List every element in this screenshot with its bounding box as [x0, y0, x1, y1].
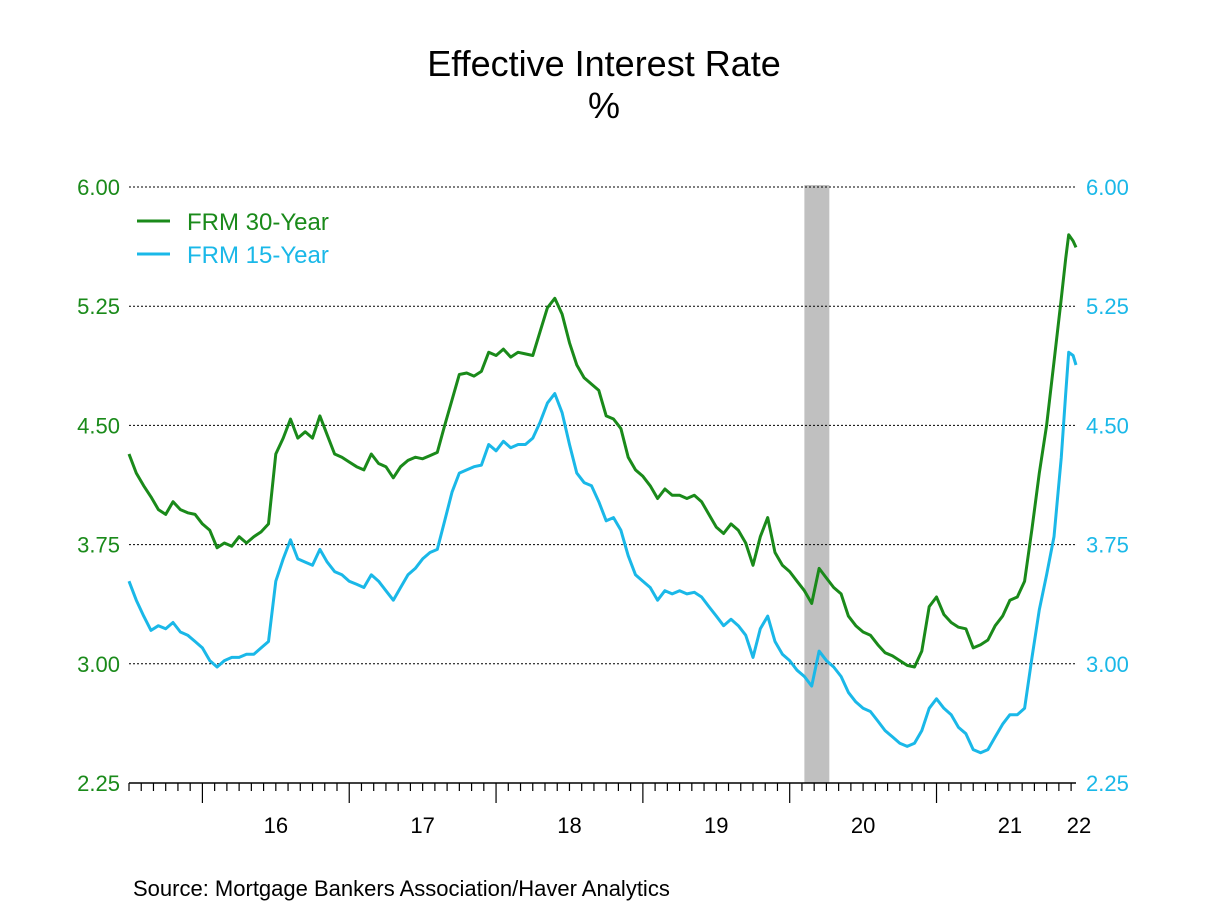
- y-tick-label-right: 3.00: [1086, 652, 1129, 677]
- x-tick-label: 17: [410, 813, 434, 838]
- source-note: Source: Mortgage Bankers Association/Hav…: [133, 876, 670, 901]
- series-layer: [127, 233, 1078, 755]
- axis-layer: 16 17 18 19 20 21 22: [128, 782, 1091, 838]
- series-frm30-line: [127, 233, 1078, 669]
- x-tick-label: 19: [704, 813, 728, 838]
- series-frm15-line: [127, 350, 1078, 755]
- chart-title: Effective Interest Rate: [427, 43, 781, 84]
- y-tick-label-left: 6.00: [77, 175, 120, 200]
- y-tick-label-right: 5.25: [1086, 294, 1129, 319]
- grid-layer: 6.00 6.00 5.25 5.25 4.50 4.50 3.75 3.75 3.00 3.00…: [77, 175, 1129, 796]
- y-tick-label-left: 4.50: [77, 413, 120, 438]
- x-tick-label: 21: [998, 813, 1022, 838]
- y-tick-label-left: 3.00: [77, 652, 120, 677]
- legend-label: FRM 15-Year: [187, 242, 329, 269]
- y-tick-label-right: 2.25: [1086, 771, 1129, 796]
- y-tick-label-left: 2.25: [77, 771, 120, 796]
- recession-band: [804, 185, 830, 783]
- y-tick-label-left: 5.25: [77, 294, 120, 319]
- y-tick-label-left: 3.75: [77, 533, 120, 558]
- legend-label: FRM 30-Year: [187, 209, 329, 236]
- x-tick-label: 20: [851, 813, 875, 838]
- chart-subtitle: %: [588, 85, 620, 126]
- y-tick-label-right: 4.50: [1086, 413, 1129, 438]
- legend: FRM 30-Year FRM 15-Year: [137, 209, 329, 269]
- x-tick-label: 22: [1067, 813, 1091, 838]
- y-tick-label-right: 6.00: [1086, 175, 1129, 200]
- recession-layer: [804, 185, 830, 783]
- x-tick-label: 18: [557, 813, 581, 838]
- x-tick-label: 16: [264, 813, 288, 838]
- y-tick-label-right: 3.75: [1086, 533, 1129, 558]
